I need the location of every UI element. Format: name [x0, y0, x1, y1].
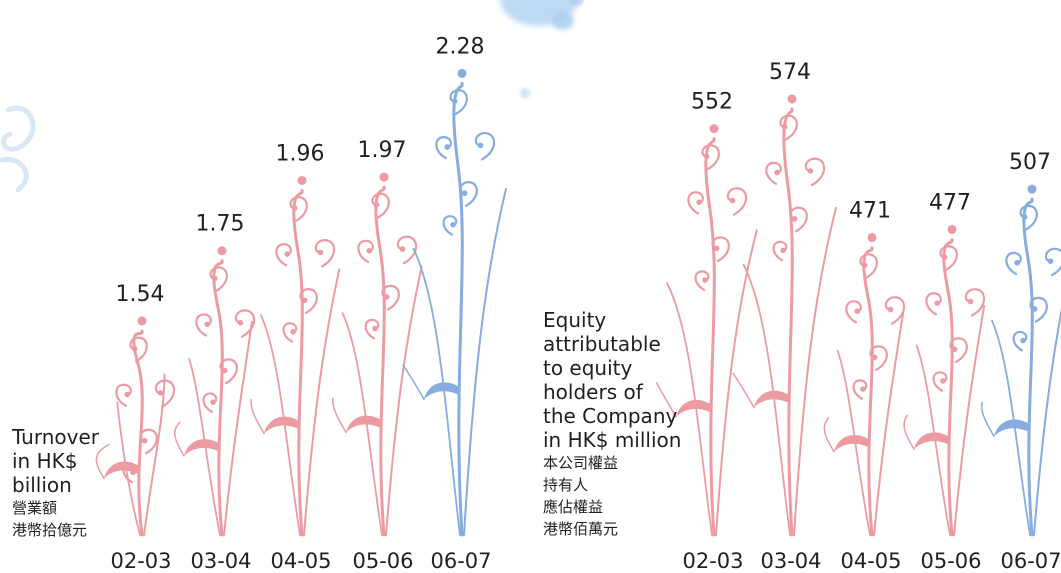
turnover-axis-title: Turnover in HK$ billion 營業額 港幣拾億元	[12, 425, 99, 541]
bubble-decoration	[552, 12, 574, 30]
flower-stem-bar	[732, 94, 837, 537]
bar-top-marker	[947, 225, 957, 235]
value-label: 574	[769, 60, 811, 85]
flower-stem-bar	[823, 233, 906, 537]
flower-stem-bar	[402, 68, 507, 537]
value-label: 1.96	[276, 141, 325, 166]
turnover-title-line-2: in HK$	[12, 449, 78, 473]
equity-title-zh-line-4: 港幣佰萬元	[543, 520, 619, 538]
flower-stem-bar	[655, 124, 758, 537]
value-label: 477	[929, 191, 971, 216]
equity-title-line-4: holders of	[543, 380, 643, 404]
value-label: 1.75	[196, 212, 245, 237]
value-label: 471	[849, 199, 891, 224]
bar-top-marker	[867, 233, 877, 243]
equity-title-zh-line-2: 持有人	[543, 476, 589, 494]
equity-title-line-2: attributable	[543, 332, 661, 356]
category-label: 05-06	[920, 549, 981, 573]
flower-stem-bar	[250, 175, 341, 537]
equity-axis-title: Equity attributable to equity holders of…	[543, 308, 681, 540]
equity-title-line-5: the Company	[543, 404, 678, 428]
bar-top-marker	[709, 124, 719, 134]
flower-stem-bar	[903, 225, 986, 537]
equity-title-zh-line-1: 本公司權益	[543, 454, 619, 472]
category-label: 04-05	[270, 549, 331, 573]
bar-top-marker	[297, 175, 307, 185]
equity-title-zh-line-3: 應佔權益	[543, 498, 604, 516]
turnover-title-zh-line-2: 港幣拾億元	[12, 521, 88, 539]
flower-stem-bar	[332, 172, 423, 537]
equity-title-line-1: Equity	[543, 308, 607, 332]
category-label: 05-06	[352, 549, 413, 573]
category-label: 03-04	[190, 549, 251, 573]
equity-title-line-3: to equity	[543, 356, 633, 380]
value-label: 507	[1009, 150, 1051, 175]
bar-top-marker	[787, 94, 797, 104]
turnover-title-line-1: Turnover	[12, 425, 100, 449]
bubble-decoration	[570, 0, 584, 6]
value-label: 2.28	[436, 34, 485, 59]
turnover-title-zh-line-1: 營業額	[12, 499, 58, 517]
flower-stem-bar	[174, 246, 256, 537]
category-label: 04-05	[840, 549, 901, 573]
equity-title-line-6: in HK$ million	[543, 428, 682, 452]
bar-top-marker	[457, 68, 467, 78]
swirl-decoration	[0, 105, 36, 193]
turnover-title-line-3: billion	[12, 473, 72, 497]
category-label: 06-07	[1000, 549, 1061, 573]
bar-top-marker	[379, 172, 389, 182]
value-label: 1.54	[116, 282, 165, 307]
bar-top-marker	[1027, 184, 1037, 194]
bar-top-marker	[137, 316, 147, 326]
value-label: 552	[691, 90, 733, 115]
category-label: 06-07	[430, 549, 491, 573]
category-label: 03-04	[760, 549, 821, 573]
flower-stem-bar	[95, 316, 176, 537]
value-label: 1.97	[358, 138, 407, 163]
bar-top-marker	[217, 246, 227, 256]
flower-stem-bar	[981, 184, 1061, 537]
category-label: 02-03	[682, 549, 743, 573]
bubble-decoration	[520, 88, 530, 98]
category-label: 02-03	[110, 549, 171, 573]
